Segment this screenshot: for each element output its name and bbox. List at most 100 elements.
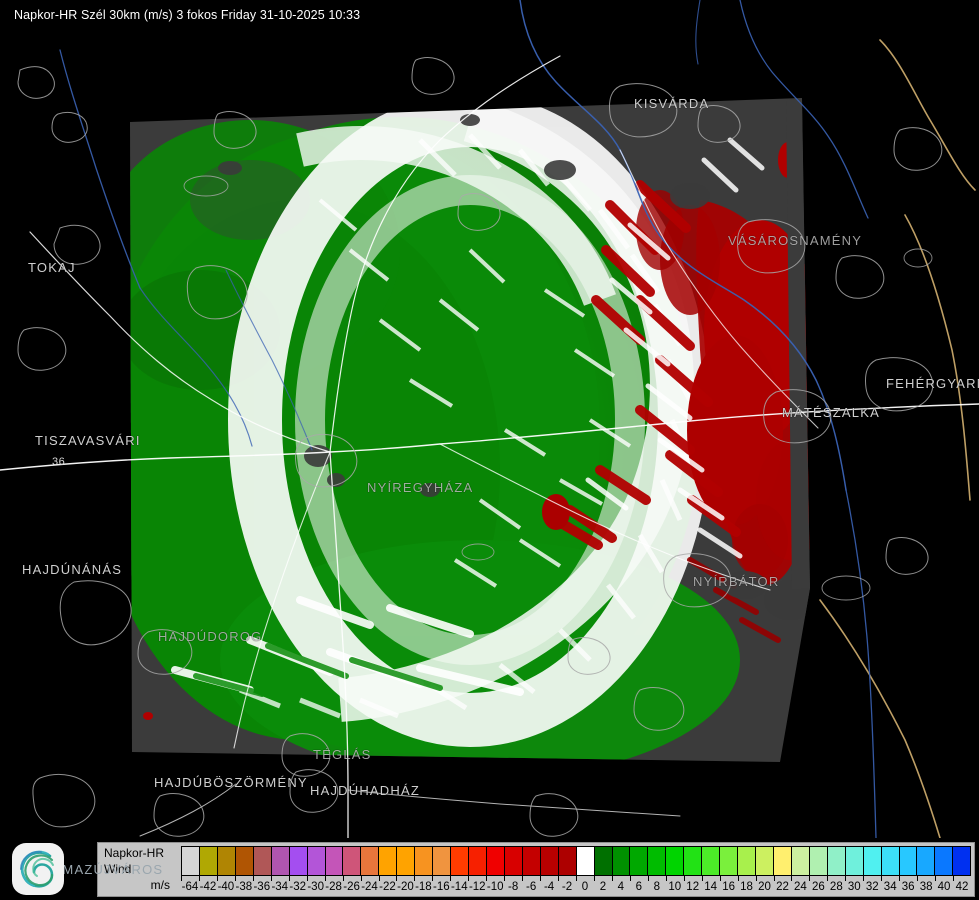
tick-mark xyxy=(629,876,631,881)
color-swatch xyxy=(684,847,703,875)
color-swatch xyxy=(253,847,272,875)
tick-mark xyxy=(917,876,919,881)
tick-label: 28 xyxy=(829,881,843,893)
tick-label: 38 xyxy=(919,881,933,893)
tick-mark xyxy=(935,876,937,881)
tick-label: -28 xyxy=(325,881,342,893)
tick-mark xyxy=(360,876,362,881)
color-swatch xyxy=(953,847,971,875)
color-swatch xyxy=(199,847,218,875)
tick-mark xyxy=(522,876,524,881)
color-swatch xyxy=(845,847,864,875)
color-swatch xyxy=(702,847,721,875)
tick-label: 16 xyxy=(722,881,736,893)
color-swatch xyxy=(881,847,900,875)
tick-label: 22 xyxy=(776,881,789,893)
tick-label: -10 xyxy=(486,881,504,893)
color-swatch xyxy=(361,847,380,875)
tick-mark xyxy=(809,876,811,881)
legend-bar: Napkor-HR Wind m/s -64 -42 -40 -38 -36 -34 -32… xyxy=(0,838,979,900)
tick-label: -22 xyxy=(379,881,396,893)
tick-label: -34 xyxy=(271,881,289,893)
tick-label: 2 xyxy=(599,881,607,893)
color-swatch xyxy=(612,847,631,875)
tick-label: 42 xyxy=(955,881,969,893)
tick-mark xyxy=(540,876,542,881)
tick-label: 14 xyxy=(704,881,718,893)
tick-label: 34 xyxy=(883,881,897,893)
tick-label: -30 xyxy=(307,881,324,893)
tick-label: -6 xyxy=(525,881,537,893)
color-swatch xyxy=(325,847,344,875)
color-swatch xyxy=(343,847,362,875)
color-swatch xyxy=(182,847,200,875)
road-number-label: 36 xyxy=(52,456,66,468)
color-scale-swatches xyxy=(181,846,971,876)
legend-quantity: Wind xyxy=(104,862,132,876)
color-swatch xyxy=(720,847,739,875)
tick-mark xyxy=(791,876,793,881)
tick-mark xyxy=(881,876,883,881)
map-watermark-label: LMAZÚJVÁROS xyxy=(54,862,164,877)
tick-mark xyxy=(216,876,218,881)
cyclone-spiral-logo[interactable] xyxy=(12,843,64,895)
tick-label: 30 xyxy=(847,881,861,893)
color-swatch xyxy=(863,847,882,875)
tick-label: 12 xyxy=(686,881,700,893)
tick-mark xyxy=(432,876,434,881)
map-label-layer: KISVÁRDA VÁSÁROSNAMÉNY TOKAJ FEHÉRGYARMAT MÁ… xyxy=(22,96,979,798)
color-swatch xyxy=(917,847,936,875)
tick-mark xyxy=(252,876,254,881)
color-swatch xyxy=(809,847,828,875)
color-swatch xyxy=(756,847,774,875)
city-label-hajd-hadh-z: HAJDÚHADHÁZ xyxy=(310,783,420,798)
color-swatch xyxy=(433,847,452,875)
tick-mark xyxy=(953,876,955,881)
color-swatch xyxy=(217,847,236,875)
city-label-tiszavasv-ri: TISZAVASVÁRI xyxy=(35,433,141,448)
color-swatch xyxy=(379,847,398,875)
city-label-t-gl-s: TÉGLÁS xyxy=(313,747,372,762)
tick-label: 26 xyxy=(811,881,825,893)
color-swatch xyxy=(558,847,577,875)
legend-unit: m/s xyxy=(150,878,170,892)
legend-panel[interactable]: Napkor-HR Wind m/s -64 -42 -40 -38 -36 -34 -32… xyxy=(97,842,975,897)
tick-mark xyxy=(270,876,272,881)
color-swatch xyxy=(576,847,595,875)
tick-mark xyxy=(647,876,649,881)
page-title: Napkor-HR Szél 30km (m/s) 3 fokos Friday… xyxy=(14,8,361,22)
legend-station-name: Napkor-HR xyxy=(104,846,165,860)
radar-map-area[interactable]: KISVÁRDA VÁSÁROSNAMÉNY TOKAJ FEHÉRGYARMAT MÁ… xyxy=(0,0,979,838)
tick-mark xyxy=(845,876,847,881)
color-swatch xyxy=(935,847,954,875)
city-label-hajd-n-n-s: HAJDÚNÁNÁS xyxy=(22,562,123,577)
color-swatch xyxy=(235,847,254,875)
tick-mark xyxy=(181,876,182,881)
color-swatch xyxy=(486,847,505,875)
tick-label: 24 xyxy=(794,881,807,893)
city-label-hajd-b-sz-rm-ny: HAJDÚBÖSZÖRMÉNY xyxy=(154,775,308,790)
color-swatch xyxy=(791,847,810,875)
tick-mark xyxy=(234,876,236,881)
tick-mark xyxy=(198,876,200,881)
tick-label: -4 xyxy=(543,881,555,893)
tick-label: 4 xyxy=(617,881,625,893)
color-swatch xyxy=(648,847,667,875)
tick-mark xyxy=(288,876,290,881)
tick-label: -40 xyxy=(217,881,235,893)
tick-mark xyxy=(737,876,739,881)
color-swatch xyxy=(773,847,792,875)
tick-mark xyxy=(414,876,416,881)
tick-label: 20 xyxy=(758,881,771,893)
tick-mark xyxy=(504,876,506,881)
map-canvas xyxy=(0,0,979,838)
color-swatch xyxy=(630,847,649,875)
cyclone-spiral-icon xyxy=(20,850,54,888)
tick-label: -8 xyxy=(508,881,519,893)
tick-mark xyxy=(378,876,380,881)
color-swatch xyxy=(289,847,308,875)
radar-echo-layer xyxy=(130,98,810,762)
tick-label: -38 xyxy=(235,881,253,893)
tick-label: -14 xyxy=(450,881,468,893)
tick-mark xyxy=(486,876,488,881)
